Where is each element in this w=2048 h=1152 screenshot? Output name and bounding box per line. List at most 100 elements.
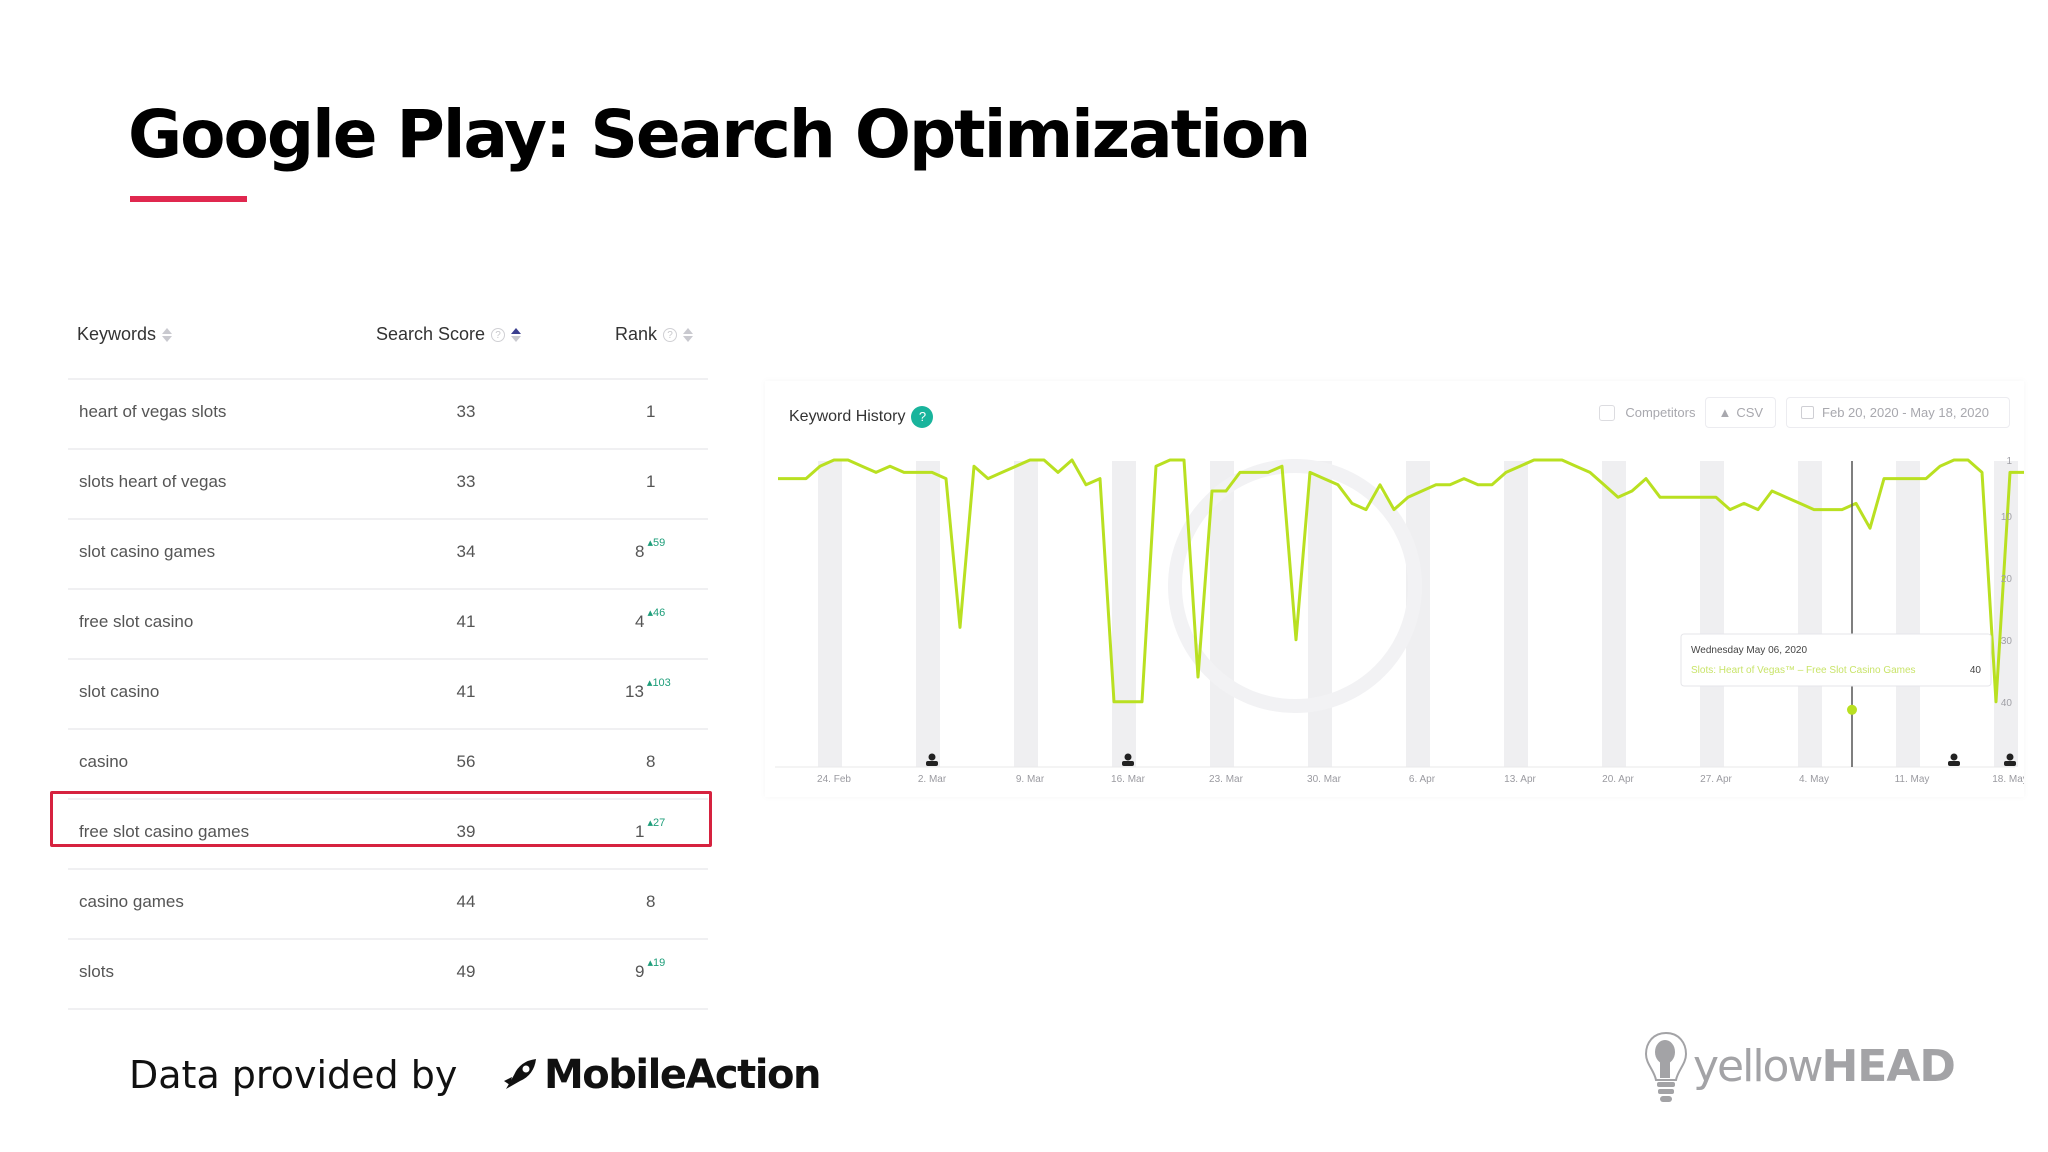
table-row[interactable]: casino games 44 8 [68, 870, 708, 940]
csv-export-button[interactable]: ▲ CSV [1705, 397, 1777, 428]
chart-tooltip: Wednesday May 06, 2020 Slots: Heart of Ve… [1680, 633, 1992, 687]
column-label: Search Score [376, 324, 486, 344]
rank-line[interactable] [778, 458, 2024, 704]
rocket-icon [504, 1059, 536, 1089]
keyword-cell: free slot casino [79, 612, 194, 631]
keyword-cell: slot casino games [79, 542, 216, 561]
mobileaction-logo: MobileAction [500, 1052, 821, 1098]
y-tick-label: 10 [2001, 512, 2013, 523]
column-header-rank[interactable]: Rank ? [615, 324, 694, 345]
sort-icon[interactable] [683, 327, 694, 342]
rank-cell: 1 [646, 472, 656, 491]
highlighted-row-outline [50, 791, 712, 847]
watermark-logo [1168, 459, 1422, 713]
x-tick-label: 30. Mar [1307, 774, 1342, 785]
annotation-marker-icon[interactable] [1948, 753, 1960, 767]
competitors-label: Competitors [1625, 405, 1696, 420]
weekend-band [1798, 461, 1822, 767]
svg-text:Wednesday May 06, 2020: Wednesday May 06, 2020 [1691, 645, 1807, 656]
x-tick-label: 11. May [1895, 774, 1930, 785]
calendar-icon [1801, 406, 1815, 419]
search-score-cell: 33 [456, 402, 476, 421]
keyword-cell: casino games [79, 892, 184, 911]
keyword-history-panel: Keyword History ? Competitors ▲ CSV Feb … [765, 381, 2024, 797]
search-score-cell: 34 [456, 542, 476, 561]
weekend-band [916, 461, 940, 767]
data-credit-text: Data provided by [129, 1053, 458, 1097]
annotation-marker-icon[interactable] [2004, 753, 2016, 767]
search-score-cell: 41 [456, 612, 476, 631]
table-row[interactable]: slots 49 9 ▴19 [68, 940, 708, 1010]
partner-name: MobileAction [544, 1052, 821, 1098]
chart-controls: Competitors ▲ CSV Feb 20, 2020 - May 18,… [1599, 397, 2010, 428]
keyword-cell: slots [79, 962, 114, 981]
brand-light: yellow [1693, 1041, 1823, 1092]
search-score-cell: 49 [456, 962, 476, 981]
y-tick-label: 30 [2001, 636, 2013, 647]
annotation-marker-icon[interactable] [926, 753, 938, 767]
info-icon[interactable]: ? [911, 406, 934, 428]
weekend-band [818, 461, 842, 767]
date-range-picker[interactable]: Feb 20, 2020 - May 18, 2020 [1786, 397, 2010, 428]
search-score-cell: 39 [456, 822, 476, 841]
column-label: Keywords [77, 324, 157, 344]
column-header-search-score[interactable]: Search Score ? [376, 324, 522, 345]
table-row[interactable]: free slot casino games 39 1 ▴27 [68, 800, 708, 870]
lightbulb-icon [1644, 1031, 1688, 1102]
x-tick-label: 18. May [1992, 774, 2024, 785]
x-tick-label: 20. Apr [1602, 774, 1634, 785]
table-row[interactable]: free slot casino 41 4 ▴46 [68, 590, 708, 660]
keyword-rank-chart[interactable]: 24. Feb 2. Mar 9. Mar 16. Mar 23. Mar 30. Mar… [765, 381, 2024, 797]
column-header-keywords[interactable]: Keywords [77, 324, 173, 345]
x-tick-label: 16. Mar [1111, 774, 1146, 785]
table-row[interactable]: heart of vegas slots 33 1 [68, 380, 708, 450]
keyword-cell: heart of vegas slots [79, 402, 227, 421]
rank-cell: 8 [646, 752, 656, 771]
x-tick-label: 13. Apr [1504, 774, 1536, 785]
rank-cell: 13 ▴103 [625, 677, 671, 701]
weekend-band [1994, 461, 2018, 767]
help-icon[interactable]: ? [663, 327, 678, 342]
table-row[interactable]: slot casino 41 13 ▴103 [68, 660, 708, 730]
sort-icon-active[interactable] [511, 327, 522, 342]
table-row[interactable]: slots heart of vegas 33 1 [68, 450, 708, 520]
rank-change-badge: ▴103 [646, 677, 671, 689]
search-score-cell: 44 [456, 892, 476, 911]
y-tick-label: 1 [2006, 456, 2012, 467]
weekend-band [1308, 461, 1332, 767]
keyword-cell: casino [79, 752, 129, 771]
search-score-cell: 33 [456, 472, 476, 491]
weekend-band [1700, 461, 1724, 767]
rank-change-badge: ▴19 [647, 957, 666, 969]
x-tick-label: 23. Mar [1209, 774, 1244, 785]
search-score-cell: 56 [456, 752, 476, 771]
keyword-cell: slot casino [79, 682, 160, 701]
table-body: heart of vegas slots 33 1 slots heart of ve… [68, 380, 708, 1010]
table-row[interactable]: slot casino games 34 8 ▴59 [68, 520, 708, 590]
sort-icon[interactable] [162, 327, 173, 342]
yellowhead-logo: yellow HEAD [1643, 1030, 1956, 1106]
rank-cell: 1 [646, 402, 656, 421]
search-score-cell: 41 [456, 682, 476, 701]
rank-change-badge: ▴27 [647, 817, 666, 829]
x-tick-label: 24. Feb [817, 774, 851, 785]
weekend-band [1602, 461, 1626, 767]
y-tick-label: 20 [2001, 574, 2013, 585]
help-icon[interactable]: ? [491, 327, 506, 342]
rank-cell: 9 ▴19 [635, 957, 666, 981]
x-tick-label: 6. Apr [1409, 774, 1436, 785]
y-tick-label: 40 [2001, 698, 2013, 709]
table-header: Keywords Search Score ? Rank ? [68, 300, 708, 380]
title-underline-accent [130, 196, 247, 202]
x-tick-label: 2. Mar [918, 774, 947, 785]
rank-change-badge: ▴46 [647, 607, 666, 619]
svg-text:Slots: Heart of Vegas™ – Free: Slots: Heart of Vegas™ – Free Slot Casin… [1691, 665, 1916, 676]
date-range-value: Feb 20, 2020 - May 18, 2020 [1822, 405, 1989, 420]
rank-cell: 8 ▴59 [635, 537, 666, 561]
competitors-checkbox[interactable] [1599, 404, 1616, 421]
weekend-band [1112, 461, 1136, 767]
keyword-cell: free slot casino games [79, 822, 250, 841]
table-row[interactable]: casino 56 8 [68, 730, 708, 800]
chart-title-label: Keyword History [789, 408, 906, 425]
annotation-marker-icon[interactable] [1122, 753, 1134, 767]
